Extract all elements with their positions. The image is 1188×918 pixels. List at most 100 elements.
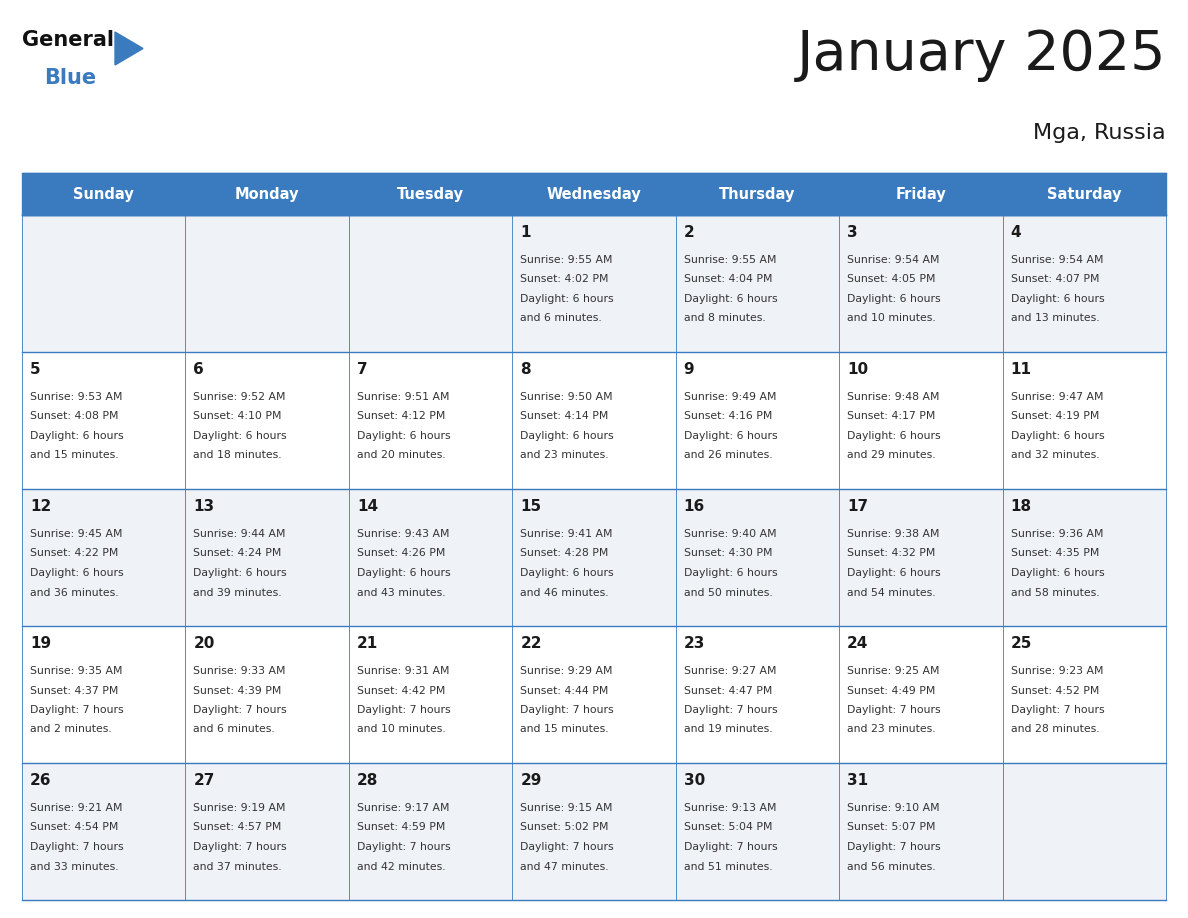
Bar [185, 489, 349, 626]
Text: Friday: Friday [896, 186, 946, 201]
Text: Blue: Blue [44, 68, 96, 88]
Text: Daylight: 6 hours: Daylight: 6 hours [194, 431, 287, 441]
Text: Sunset: 5:04 PM: Sunset: 5:04 PM [684, 823, 772, 833]
Text: and 13 minutes.: and 13 minutes. [1011, 314, 1099, 323]
Text: and 2 minutes.: and 2 minutes. [30, 724, 112, 734]
Text: 10: 10 [847, 362, 868, 377]
Text: 31: 31 [847, 773, 868, 788]
Text: Sunset: 4:16 PM: Sunset: 4:16 PM [684, 411, 772, 421]
Text: and 37 minutes.: and 37 minutes. [194, 861, 282, 871]
Text: and 6 minutes.: and 6 minutes. [520, 314, 602, 323]
Text: 23: 23 [684, 636, 706, 651]
Bar [676, 215, 839, 352]
Text: Sunset: 4:04 PM: Sunset: 4:04 PM [684, 274, 772, 285]
Text: Sunset: 5:07 PM: Sunset: 5:07 PM [847, 823, 936, 833]
Bar [839, 352, 1003, 489]
Text: and 43 minutes.: and 43 minutes. [356, 588, 446, 598]
Text: Sunday: Sunday [74, 186, 134, 201]
Text: Sunrise: 9:49 AM: Sunrise: 9:49 AM [684, 392, 776, 402]
Text: Sunrise: 9:41 AM: Sunrise: 9:41 AM [520, 529, 613, 539]
Text: Sunset: 4:47 PM: Sunset: 4:47 PM [684, 686, 772, 696]
Text: Daylight: 6 hours: Daylight: 6 hours [30, 431, 124, 441]
Text: 19: 19 [30, 636, 51, 651]
Text: Daylight: 6 hours: Daylight: 6 hours [30, 568, 124, 578]
Text: Sunrise: 9:10 AM: Sunrise: 9:10 AM [847, 803, 940, 813]
Text: Daylight: 6 hours: Daylight: 6 hours [847, 568, 941, 578]
Text: 28: 28 [356, 773, 378, 788]
Text: Sunrise: 9:43 AM: Sunrise: 9:43 AM [356, 529, 449, 539]
Text: Sunset: 4:49 PM: Sunset: 4:49 PM [847, 686, 935, 696]
Text: Mga, Russia: Mga, Russia [1034, 123, 1165, 143]
Text: Sunrise: 9:17 AM: Sunrise: 9:17 AM [356, 803, 449, 813]
Text: Sunrise: 9:54 AM: Sunrise: 9:54 AM [1011, 255, 1104, 265]
Bar [1003, 489, 1165, 626]
Bar [1003, 626, 1165, 763]
Bar [839, 626, 1003, 763]
Text: Sunset: 4:32 PM: Sunset: 4:32 PM [847, 548, 935, 558]
Text: and 10 minutes.: and 10 minutes. [356, 724, 446, 734]
Text: Sunrise: 9:38 AM: Sunrise: 9:38 AM [847, 529, 940, 539]
Text: Sunrise: 9:45 AM: Sunrise: 9:45 AM [30, 529, 122, 539]
Text: Daylight: 7 hours: Daylight: 7 hours [847, 842, 941, 852]
Text: 20: 20 [194, 636, 215, 651]
Text: and 15 minutes.: and 15 minutes. [520, 724, 609, 734]
Text: and 46 minutes.: and 46 minutes. [520, 588, 609, 598]
Text: Monday: Monday [235, 186, 299, 201]
Text: Tuesday: Tuesday [397, 186, 465, 201]
Bar [349, 352, 512, 489]
Text: Sunset: 4:10 PM: Sunset: 4:10 PM [194, 411, 282, 421]
Bar [23, 626, 185, 763]
Text: Daylight: 6 hours: Daylight: 6 hours [684, 294, 777, 304]
Bar [1003, 215, 1165, 352]
Bar [185, 763, 349, 900]
Text: Daylight: 6 hours: Daylight: 6 hours [356, 431, 450, 441]
Text: Sunset: 4:08 PM: Sunset: 4:08 PM [30, 411, 119, 421]
Text: Sunset: 4:30 PM: Sunset: 4:30 PM [684, 548, 772, 558]
Text: Daylight: 7 hours: Daylight: 7 hours [356, 705, 450, 715]
Bar [23, 489, 185, 626]
Text: Sunset: 4:26 PM: Sunset: 4:26 PM [356, 548, 446, 558]
Text: and 20 minutes.: and 20 minutes. [356, 451, 446, 461]
Bar [349, 626, 512, 763]
Text: Sunset: 4:42 PM: Sunset: 4:42 PM [356, 686, 446, 696]
Text: Wednesday: Wednesday [546, 186, 642, 201]
Text: 25: 25 [1011, 636, 1032, 651]
Text: Daylight: 6 hours: Daylight: 6 hours [356, 568, 450, 578]
Text: 26: 26 [30, 773, 51, 788]
Text: 11: 11 [1011, 362, 1031, 377]
Text: 9: 9 [684, 362, 694, 377]
Bar [185, 352, 349, 489]
Text: Sunrise: 9:47 AM: Sunrise: 9:47 AM [1011, 392, 1104, 402]
Text: Sunset: 4:19 PM: Sunset: 4:19 PM [1011, 411, 1099, 421]
Text: 4: 4 [1011, 225, 1022, 240]
Text: and 18 minutes.: and 18 minutes. [194, 451, 282, 461]
Text: Sunset: 4:24 PM: Sunset: 4:24 PM [194, 548, 282, 558]
Text: 14: 14 [356, 499, 378, 514]
Bar [676, 352, 839, 489]
Text: Sunset: 4:37 PM: Sunset: 4:37 PM [30, 686, 119, 696]
Text: Sunrise: 9:51 AM: Sunrise: 9:51 AM [356, 392, 449, 402]
Text: Daylight: 7 hours: Daylight: 7 hours [194, 842, 287, 852]
Text: and 56 minutes.: and 56 minutes. [847, 861, 936, 871]
Text: Daylight: 7 hours: Daylight: 7 hours [520, 842, 614, 852]
Text: Sunset: 4:59 PM: Sunset: 4:59 PM [356, 823, 446, 833]
Text: and 33 minutes.: and 33 minutes. [30, 861, 119, 871]
Text: Sunset: 4:14 PM: Sunset: 4:14 PM [520, 411, 608, 421]
Text: Daylight: 7 hours: Daylight: 7 hours [356, 842, 450, 852]
Text: 27: 27 [194, 773, 215, 788]
Text: Daylight: 6 hours: Daylight: 6 hours [520, 568, 614, 578]
Text: General: General [23, 30, 114, 50]
Text: 5: 5 [30, 362, 40, 377]
Text: and 23 minutes.: and 23 minutes. [847, 724, 936, 734]
Text: 12: 12 [30, 499, 51, 514]
Bar [185, 215, 349, 352]
Bar [839, 215, 1003, 352]
Bar [349, 215, 512, 352]
Text: and 10 minutes.: and 10 minutes. [847, 314, 936, 323]
Bar [839, 763, 1003, 900]
Text: Sunrise: 9:15 AM: Sunrise: 9:15 AM [520, 803, 613, 813]
Bar [512, 215, 676, 352]
Text: and 6 minutes.: and 6 minutes. [194, 724, 276, 734]
Text: and 47 minutes.: and 47 minutes. [520, 861, 609, 871]
Text: Sunset: 4:22 PM: Sunset: 4:22 PM [30, 548, 119, 558]
